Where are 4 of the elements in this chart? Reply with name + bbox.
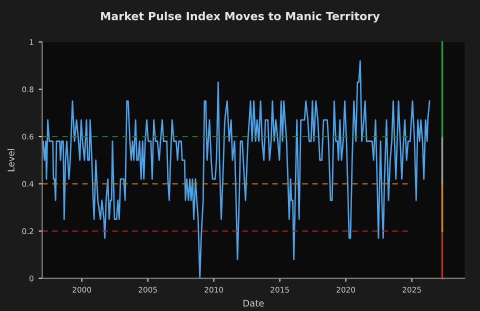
line-series bbox=[42, 60, 430, 278]
y-axis-title: Level bbox=[7, 149, 14, 172]
x-axis-title: Date bbox=[244, 300, 264, 307]
chart-title: Market Pulse Index Moves to Manic Territory bbox=[101, 12, 380, 23]
